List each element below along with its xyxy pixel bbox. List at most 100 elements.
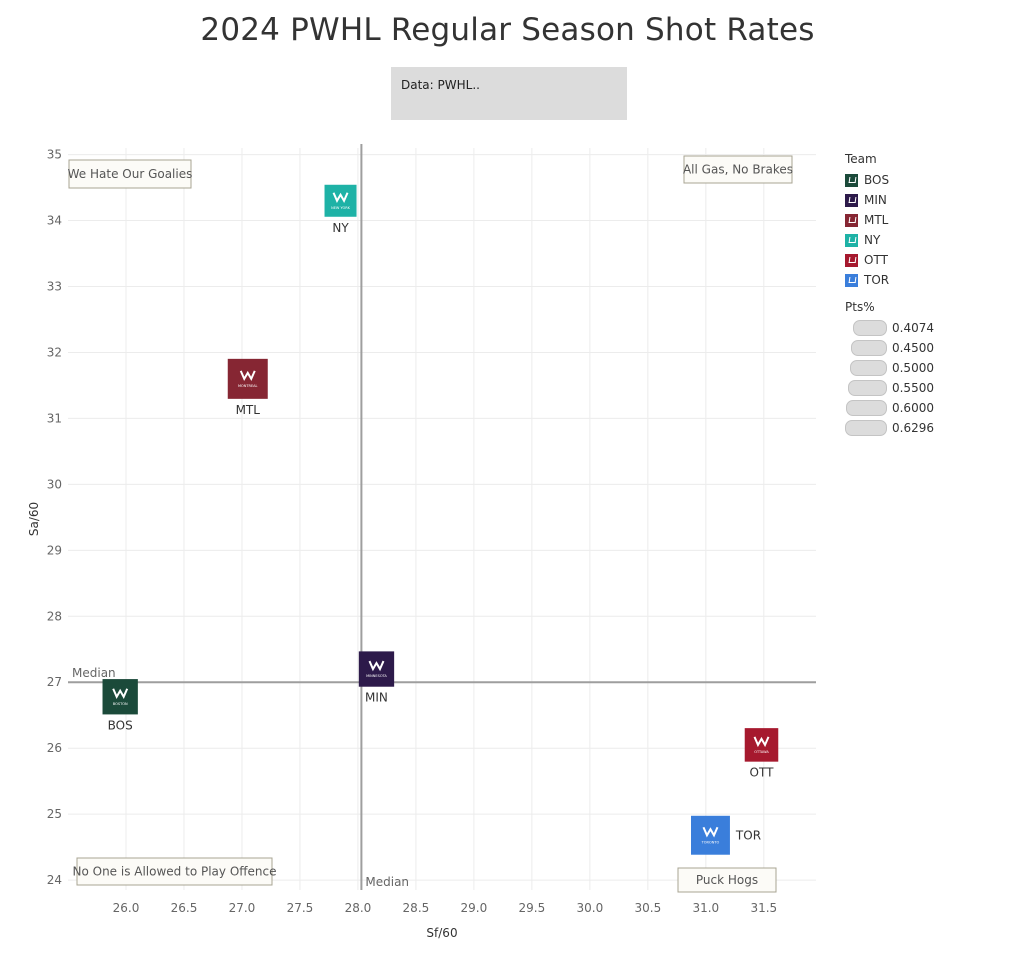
x-tick-label: 31.5 — [750, 901, 777, 915]
x-tick-label: 29.0 — [461, 901, 488, 915]
legend-item-mtl[interactable]: MTL — [845, 210, 889, 230]
legend-item-ny[interactable]: NY — [845, 230, 889, 250]
legend-swatch-icon — [845, 253, 858, 267]
y-tick-label: 24 — [47, 873, 62, 887]
source-note-text: Data: PWHL.. — [401, 78, 480, 92]
pts-legend-label: 0.4074 — [892, 321, 934, 335]
y-tick-label: 25 — [47, 807, 62, 821]
quadrant-label-box — [677, 867, 777, 893]
data-point-mtl[interactable]: MONTREAL MTL — [227, 358, 268, 417]
legend-swatch-icon — [845, 173, 858, 187]
x-tick-label: 27.5 — [287, 901, 314, 915]
logo-wordmark: MONTREAL — [238, 384, 258, 388]
legend-label: MIN — [864, 193, 887, 207]
chart-title: 2024 PWHL Regular Season Shot Rates — [200, 12, 815, 48]
pwhl-logo-icon — [368, 660, 385, 672]
team-legend: Team BOS MIN MTL NY OTT TOR — [845, 152, 889, 290]
team-legend-title: Team — [845, 152, 877, 166]
pts-legend-item[interactable]: 0.4074 — [845, 318, 934, 338]
y-tick-label: 26 — [47, 741, 62, 755]
point-label: MTL — [236, 403, 261, 417]
legend-item-bos[interactable]: BOS — [845, 170, 889, 190]
pts-legend-label: 0.4500 — [891, 341, 934, 355]
size-swatch-icon — [853, 320, 887, 336]
y-tick-label: 31 — [47, 411, 62, 425]
median-x-label: Median — [365, 875, 409, 889]
legend-item-min[interactable]: MIN — [845, 190, 889, 210]
x-tick-label: 30.0 — [577, 901, 604, 915]
size-swatch-icon — [845, 420, 887, 436]
quadrant-label: We Hate Our Goalies — [68, 167, 193, 181]
x-tick-label: 31.0 — [692, 901, 719, 915]
y-tick-label: 35 — [47, 148, 62, 162]
point-label: OTT — [750, 766, 775, 780]
pts-legend-item[interactable]: 0.5000 — [845, 358, 934, 378]
logo-wordmark: NEW YORK — [331, 206, 351, 210]
quadrant-label-box — [68, 159, 192, 189]
size-swatch-icon — [847, 380, 887, 396]
pwhl-logo-icon — [112, 688, 129, 699]
size-swatch-icon — [849, 360, 887, 376]
logo-wordmark: BOSTON — [113, 702, 128, 706]
pwhl-logo-icon — [753, 736, 770, 748]
y-tick-label: 34 — [47, 214, 62, 228]
y-tick-label: 30 — [47, 477, 62, 491]
data-point-ott[interactable]: OTTAWA OTT — [744, 728, 779, 780]
logo-wordmark: OTTAWA — [754, 750, 769, 754]
y-tick-label: 27 — [47, 675, 62, 689]
pts-legend-item[interactable]: 0.6296 — [845, 418, 934, 438]
y-tick-label: 32 — [47, 345, 62, 359]
pts-legend-item[interactable]: 0.4500 — [845, 338, 934, 358]
pts-legend-label: 0.6000 — [891, 401, 934, 415]
team-logo-marker[interactable] — [358, 651, 395, 687]
team-logo-marker[interactable] — [227, 358, 268, 399]
logo-wordmark: MINNESOTA — [366, 674, 387, 678]
pts-legend-label: 0.6296 — [892, 421, 934, 435]
data-point-bos[interactable]: BOSTON BOS — [102, 679, 138, 732]
y-axis-title: Sa/60 — [27, 502, 41, 536]
pwhl-logo-icon — [239, 370, 256, 382]
y-tick-label: 28 — [47, 609, 62, 623]
point-label: TOR — [735, 828, 761, 842]
x-axis-title: Sf/60 — [426, 926, 457, 940]
x-tick-label: 28.5 — [403, 901, 430, 915]
quadrant-label: No One is Allowed to Play Offence — [72, 865, 276, 879]
team-logo-marker[interactable] — [324, 184, 357, 217]
logo-wordmark: TORONTO — [701, 840, 720, 844]
data-point-tor[interactable]: TORONTO TOR — [691, 815, 761, 855]
team-logo-marker[interactable] — [691, 815, 730, 855]
pts-legend-title: Pts% — [845, 300, 875, 314]
legend-label: NY — [864, 233, 881, 247]
point-label: MIN — [365, 691, 388, 705]
legend-label: OTT — [864, 253, 888, 267]
legend-swatch-icon — [845, 193, 858, 207]
team-logo-marker[interactable] — [744, 728, 779, 762]
source-note: Data: PWHL.. — [391, 67, 627, 120]
pts-legend: Pts% 0.4074 0.4500 0.5000 0.5500 0.6000 0.629… — [845, 300, 934, 438]
data-point-ny[interactable]: NEW YORK NY — [324, 184, 357, 235]
pwhl-logo-icon — [702, 826, 719, 838]
x-tick-label: 28.0 — [345, 901, 372, 915]
median-y-label: Median — [72, 666, 116, 680]
legend-item-ott[interactable]: OTT — [845, 250, 889, 270]
legend-label: MTL — [864, 213, 889, 227]
quadrant-label-box — [76, 857, 273, 886]
y-tick-label: 29 — [47, 543, 62, 557]
legend-item-tor[interactable]: TOR — [845, 270, 889, 290]
quadrant-label: All Gas, No Brakes — [683, 163, 793, 177]
data-point-min[interactable]: MINNESOTA MIN — [358, 651, 395, 705]
pwhl-logo-icon — [332, 192, 349, 203]
pts-legend-item[interactable]: 0.5500 — [845, 378, 934, 398]
legend-label: TOR — [864, 273, 890, 287]
quadrant-label: Puck Hogs — [696, 873, 758, 887]
pts-legend-item[interactable]: 0.6000 — [845, 398, 934, 418]
legend-swatch-icon — [845, 273, 858, 287]
x-tick-label: 27.0 — [229, 901, 256, 915]
x-tick-label: 26.5 — [171, 901, 198, 915]
pts-legend-label: 0.5500 — [891, 381, 934, 395]
team-logo-marker[interactable] — [102, 679, 138, 715]
point-label: NY — [332, 221, 349, 235]
point-label: BOS — [108, 718, 133, 732]
x-tick-label: 26.0 — [113, 901, 140, 915]
size-swatch-icon — [851, 340, 887, 356]
